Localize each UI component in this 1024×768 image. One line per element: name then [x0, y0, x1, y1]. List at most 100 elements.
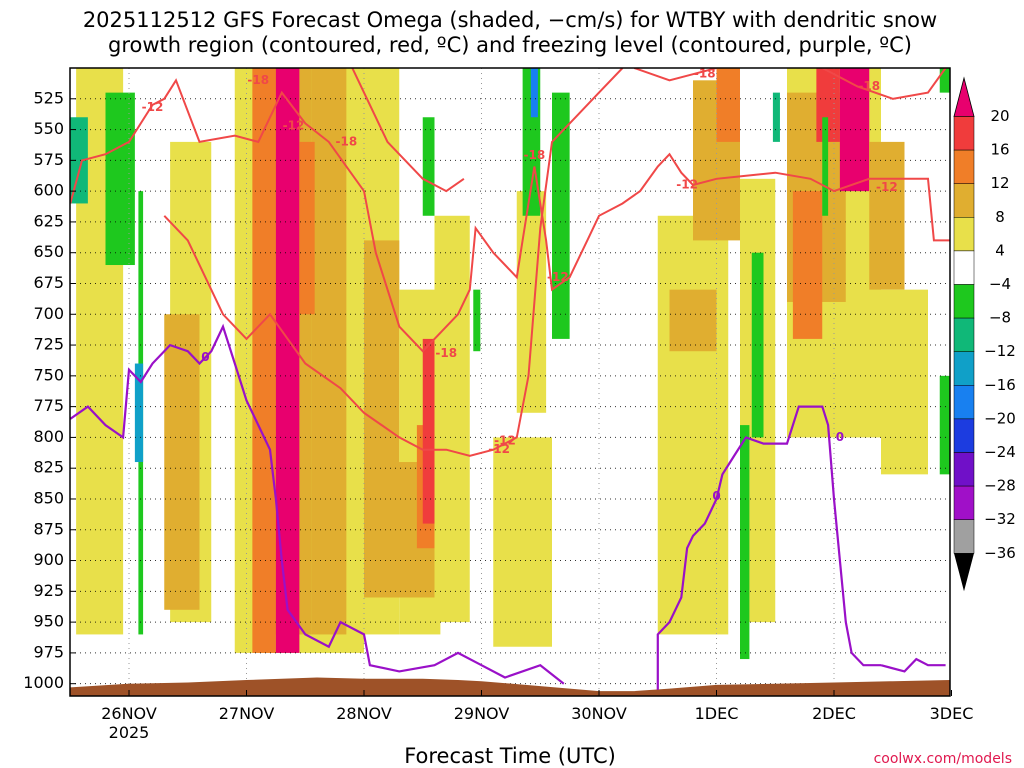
colorbar-band — [953, 452, 975, 487]
x-tick-label: 26NOV — [101, 704, 157, 723]
colorbar-band — [953, 183, 975, 218]
colorbar-label: 4 — [995, 241, 1005, 259]
omega-cell — [939, 68, 950, 93]
y-tick-label: 600 — [33, 181, 64, 200]
colorbar-band — [953, 317, 975, 352]
omega-cell — [493, 437, 552, 647]
dgz-contour-label: -12 — [676, 177, 698, 191]
omega-cell — [751, 252, 764, 438]
y-tick-label: 775 — [33, 396, 64, 415]
omega-cell — [772, 92, 780, 142]
omega-cell — [473, 289, 481, 352]
colorbar-label: −4 — [989, 275, 1011, 293]
y-tick-label: 700 — [33, 304, 64, 323]
freezing-contour-label: 0 — [201, 350, 209, 364]
freezing-contour-line — [880, 657, 946, 673]
y-tick-label: 550 — [33, 119, 64, 138]
omega-cell — [252, 68, 276, 653]
omega-cell — [792, 191, 823, 339]
colorbar-label: 12 — [990, 174, 1009, 192]
omega-cell — [311, 68, 347, 635]
x-tick-label: 1DEC — [695, 704, 739, 723]
colorbar-band — [953, 485, 975, 520]
colorbar-label: −36 — [984, 544, 1016, 562]
omega-cell — [105, 92, 135, 266]
dgz-contour-label: -12 — [488, 442, 510, 456]
y-axis: 525 550 575 600 625 650 675 700 725 750 775 800 825 8… — [23, 88, 76, 692]
x-year-label: 2025 — [109, 723, 150, 742]
colorbar-label: −24 — [984, 443, 1016, 461]
dgz-contour-line — [821, 68, 947, 100]
colorbar-label: 16 — [990, 141, 1009, 159]
x-tick-label: 30NOV — [571, 704, 627, 723]
dgz-contour-line — [351, 68, 465, 193]
y-tick-label: 725 — [33, 335, 64, 354]
y-tick-label: 850 — [33, 488, 64, 507]
y-tick-label: 675 — [33, 273, 64, 292]
y-tick-label: 1000 — [23, 673, 64, 692]
colorbar-label: −28 — [984, 477, 1016, 495]
omega-cell — [716, 68, 740, 142]
y-tick-label: 950 — [33, 612, 64, 631]
colorbar: 20 16 12 8 4 −4 −8 −12 −16 −20 −24 −28 −32 −36 — [953, 76, 1016, 592]
y-tick-label: 825 — [33, 458, 64, 477]
dgz-contour-label: -18 — [435, 346, 457, 360]
y-tick-label: 650 — [33, 242, 64, 261]
y-tick-label: 925 — [33, 581, 64, 600]
dgz-contour-label: -12 — [142, 100, 164, 114]
dgz-contour-label: -18 — [858, 79, 880, 93]
y-tick-label: 975 — [33, 642, 64, 661]
omega-cell — [530, 68, 538, 118]
dgz-contour-line — [70, 78, 950, 353]
dgz-contour-label: -18 — [524, 148, 546, 162]
omega-cell — [134, 363, 144, 463]
credit-text: coolwx.com/models — [874, 751, 1012, 767]
omega-cell — [881, 289, 928, 475]
freezing-contour-line — [70, 323, 565, 685]
y-tick-label: 575 — [33, 150, 64, 169]
omega-cell — [822, 117, 829, 216]
colorbar-label: −20 — [984, 409, 1016, 427]
x-tick-label: 3DEC — [930, 704, 974, 723]
colorbar-label: −8 — [989, 309, 1011, 327]
dgz-contour-line — [163, 68, 624, 457]
colorbar-band — [953, 116, 975, 151]
colorbar-band — [953, 149, 975, 184]
colorbar-band — [953, 217, 975, 252]
y-tick-label: 525 — [33, 88, 64, 107]
x-tick-label: 28NOV — [336, 704, 392, 723]
y-tick-label: 625 — [33, 211, 64, 230]
omega-cell — [669, 289, 717, 352]
omega-shading — [70, 68, 950, 660]
colorbar-label: 20 — [990, 107, 1009, 125]
chart-title-line2: growth region (contoured, red, ºC) and f… — [108, 33, 912, 57]
dgz-contour-line — [633, 68, 717, 82]
x-tick-label: 27NOV — [219, 704, 275, 723]
y-tick-label: 875 — [33, 519, 64, 538]
colorbar-top-arrow — [953, 76, 975, 117]
omega-cell — [422, 117, 435, 216]
colorbar-bottom-arrow — [954, 553, 974, 592]
chart-title-line1: 2025112512 GFS Forecast Omega (shaded, −… — [83, 8, 937, 32]
omega-cell — [740, 425, 750, 660]
dgz-contour-label: -12 — [876, 180, 898, 194]
colorbar-band — [953, 418, 975, 453]
dgz-contour-label: -12 — [494, 434, 516, 448]
omega-cell — [299, 141, 315, 315]
omega-cell — [422, 338, 437, 524]
colorbar-band — [953, 284, 975, 319]
y-tick-label: 900 — [33, 550, 64, 569]
x-tick-label: 29NOV — [454, 704, 510, 723]
omega-cell — [70, 117, 88, 204]
freezing-contour-label: 0 — [712, 489, 720, 503]
gridlines — [70, 68, 950, 696]
terrain-fill — [70, 677, 950, 696]
colorbar-label: 8 — [995, 208, 1005, 226]
colorbar-label: −32 — [984, 510, 1016, 528]
x-axis: 26NOV 27NOV 28NOV 29NOV 30NOV 1DEC 2DEC 3DEC 202… — [101, 690, 973, 742]
x-tick-label: 2DEC — [812, 704, 856, 723]
omega-cell — [869, 141, 905, 290]
contour-labels: -12-12-12-12-12 -12-12-18-18-18-18-18-180… — [142, 67, 898, 503]
colorbar-label: −16 — [984, 376, 1016, 394]
omega-cell — [657, 215, 729, 635]
